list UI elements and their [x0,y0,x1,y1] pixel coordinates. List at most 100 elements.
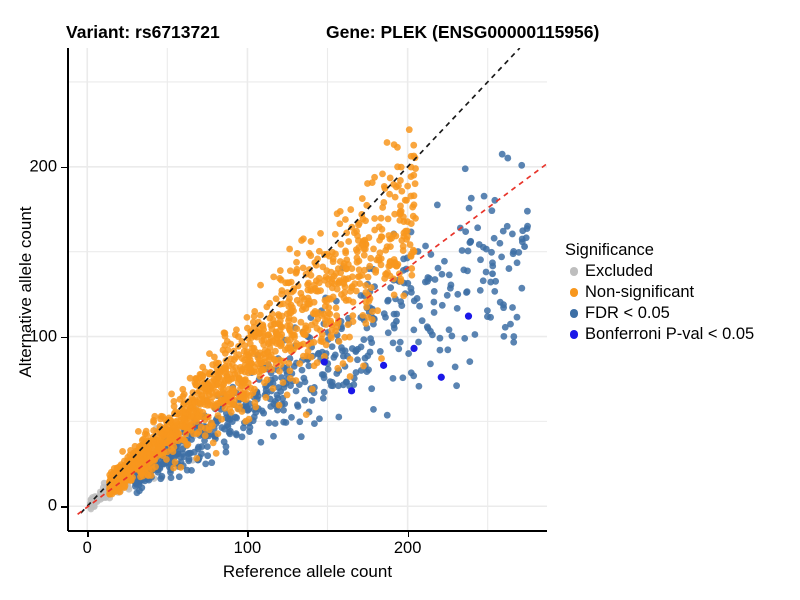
data-point [170,402,178,410]
data-point [277,388,285,395]
data-point [140,444,148,452]
data-point [301,396,309,404]
y-axis-title: Alternative allele count [16,206,35,378]
data-point [336,220,344,228]
legend-dot [569,267,579,276]
data-point [336,258,344,265]
data-point [286,327,294,335]
data-point [362,282,370,289]
data-point [509,250,517,258]
data-point [352,369,360,376]
data-point [110,481,118,489]
data-point [126,475,134,482]
data-point [216,399,224,407]
data-point [150,416,158,424]
data-point [397,202,404,210]
data-point [490,234,498,242]
data-point [260,326,268,333]
data-point-outlier [521,243,528,250]
legend-item-excluded[interactable]: Excluded [565,261,797,282]
data-point [150,427,157,434]
data-point [157,412,165,420]
data-point [310,281,318,289]
data-point [513,259,521,267]
data-point [270,356,278,363]
y-tick-mark [61,166,67,169]
data-point [505,265,513,272]
data-point [137,469,145,477]
data-point [203,443,211,451]
data-point [411,180,419,188]
data-point [175,473,183,481]
data-point [363,201,371,209]
data-point [341,289,348,296]
data-point [412,165,419,172]
data-point [392,232,400,240]
data-point [222,443,230,450]
data-point [243,348,251,356]
data-point [233,326,240,334]
data-point [335,413,343,421]
data-point [408,265,416,272]
data-point [408,271,416,279]
data-point [208,459,216,467]
data-point [348,265,356,273]
data-point [315,309,322,317]
data-point [195,443,202,451]
data-point [482,268,490,276]
data-point [286,341,294,349]
data-point [205,423,213,430]
data-point [393,310,401,318]
data-point [405,350,413,357]
data-point [218,415,226,423]
data-point [384,215,392,223]
data-point [272,328,280,336]
data-point [415,338,422,346]
data-point [395,345,403,353]
data-point [257,438,265,446]
data-point [312,261,320,269]
data-point [368,385,376,393]
data-point [375,223,383,231]
data-point [333,210,341,218]
data-point [370,245,377,253]
data-point [353,258,361,266]
data-point [260,336,268,343]
data-point [286,374,294,382]
legend-item-fdr[interactable]: FDR < 0.05 [565,303,797,324]
legend-item-bonf[interactable]: Bonferroni P-val < 0.05 [565,324,797,345]
x-axis-title: Reference allele count [222,562,393,581]
data-point [438,301,446,309]
data-point [338,344,345,351]
data-point [237,384,244,392]
data-point [436,346,444,354]
data-point [335,382,342,390]
data-point [466,358,474,366]
data-point [231,370,239,378]
data-point [496,239,504,247]
data-point [350,381,358,389]
data-point [471,331,479,338]
data-point [311,420,318,427]
data-point [335,338,343,345]
data-point [431,276,439,283]
data-point [333,312,341,320]
data-point [244,406,252,414]
data-point [287,309,295,317]
data-point [479,277,487,285]
data-point [331,230,339,238]
x-tick-mark [247,531,249,537]
y-tick-mark [61,336,67,338]
data-point [292,269,300,277]
legend-dot [569,330,579,339]
data-point [402,227,409,235]
data-point [150,456,158,464]
data-point [465,204,473,212]
data-point [298,237,305,244]
data-point [395,182,402,189]
data-point [265,362,273,370]
data-point-outlier [489,270,496,278]
legend-item-nonsig[interactable]: Non-significant [565,282,797,303]
data-point [276,367,283,375]
data-point [422,242,429,250]
